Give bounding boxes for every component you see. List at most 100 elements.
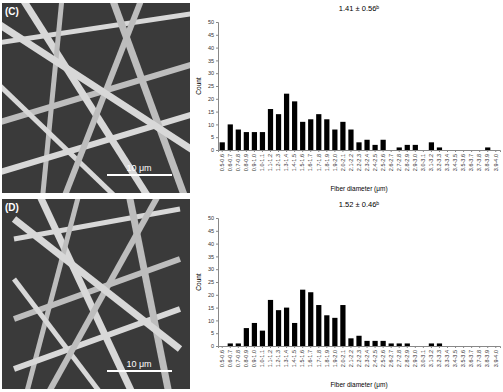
- fibre: [42, 3, 62, 193]
- x-tick-mark: [495, 150, 496, 152]
- x-tick-label: 2.8-2.9: [404, 154, 410, 171]
- y-tick-label: 40: [208, 45, 214, 51]
- bar: [228, 343, 233, 346]
- x-tick: 1.6-1.7: [307, 150, 313, 171]
- y-axis-title: Count: [195, 77, 202, 95]
- bar: [453, 150, 458, 151]
- x-tick-label: 1.2-1.3: [275, 350, 281, 367]
- x-tick-mark: [222, 150, 223, 152]
- x-tick-label: 3.0-3.1: [420, 350, 426, 367]
- bar: [397, 343, 402, 346]
- bar: [332, 130, 337, 150]
- x-tick-label: 1.9-2.0: [332, 154, 338, 171]
- x-tick-mark: [286, 346, 287, 348]
- x-tick: 1.4-1.5: [291, 346, 297, 367]
- fibre: [45, 199, 159, 389]
- x-tick: 3.2-3.3: [436, 346, 442, 367]
- bar: [268, 300, 273, 346]
- y-tick-mark: [216, 112, 218, 113]
- x-tick-label: 0.9-1.0: [251, 154, 257, 171]
- x-tick: 0.9-1.0: [251, 346, 257, 367]
- x-tick: 1.7-1.8: [316, 150, 322, 171]
- bar: [364, 140, 369, 150]
- x-tick: 2.9-3.0: [412, 150, 418, 171]
- x-tick: 2.1-2.2: [348, 150, 354, 171]
- y-tick: 35: [208, 254, 218, 260]
- bar: [493, 346, 498, 347]
- x-tick-mark: [294, 346, 295, 348]
- x-tick-label: 2.9-3.0: [412, 154, 418, 171]
- x-tick: 3.4-3.5: [452, 150, 458, 171]
- bars: [228, 290, 442, 346]
- x-tick: 3.7-3.8: [476, 150, 482, 171]
- x-tick-label: 1.1-1.2: [267, 350, 273, 367]
- y-tick-mark: [216, 86, 218, 87]
- x-tick-label: 1.8-1.9: [324, 350, 330, 367]
- x-tick-mark: [431, 150, 432, 152]
- x-tick-mark: [479, 150, 480, 152]
- x-tick-label: 3.2-3.3: [436, 154, 442, 171]
- y-tick-label: 0: [211, 147, 214, 153]
- x-tick: 2.7-2.8: [396, 346, 402, 367]
- fibre: [14, 219, 180, 349]
- bar: [453, 346, 458, 347]
- x-tick-mark: [302, 150, 303, 152]
- x-tick-label: 0.7-0.8: [235, 154, 241, 171]
- bar: [308, 292, 313, 346]
- y-tick-label: 40: [208, 241, 214, 247]
- bar: [485, 147, 490, 150]
- y-tick: 10: [208, 122, 218, 128]
- x-tick-label: 2.4-2.5: [372, 350, 378, 367]
- x-tick-label: 1.0-1.1: [259, 350, 265, 367]
- y-tick-mark: [216, 22, 218, 23]
- x-tick: 0.8-0.9: [243, 150, 249, 171]
- x-tick-mark: [310, 150, 311, 152]
- x-tick: 2.3-2.4: [364, 346, 370, 367]
- x-tick-label: 2.6-2.7: [388, 350, 394, 367]
- x-tick-mark: [334, 150, 335, 152]
- bar: [340, 305, 345, 346]
- y-tick-label: 10: [208, 122, 214, 128]
- y-tick-label: 45: [208, 32, 214, 38]
- bar: [276, 310, 281, 346]
- x-tick-label: 3.6-3.7: [468, 350, 474, 367]
- y-axis-line: [216, 219, 219, 347]
- bar: [437, 147, 442, 150]
- bar: [340, 122, 345, 150]
- x-tick-label: 0.9-1.0: [251, 350, 257, 367]
- x-tick-mark: [318, 150, 319, 152]
- bar: [421, 150, 426, 151]
- x-tick-mark: [447, 346, 448, 348]
- panel: (D)10 μm1.52 ± 0.46ᵇ05101520253035404550…: [2, 194, 501, 392]
- x-tick: 3.8-3.9: [484, 346, 490, 367]
- y-tick: 45: [208, 32, 218, 38]
- x-tick-mark: [439, 346, 440, 348]
- x-tick-mark: [367, 346, 368, 348]
- x-tick-mark: [383, 346, 384, 348]
- x-tick: 0.7-0.8: [235, 346, 241, 367]
- x-tick-label: 2.7-2.8: [396, 154, 402, 171]
- x-tick-mark: [270, 150, 271, 152]
- bar: [316, 305, 321, 346]
- x-tick: 1.5-1.6: [299, 150, 305, 171]
- y-tick: 20: [208, 292, 218, 298]
- bar: [413, 346, 418, 347]
- x-tick: 2.0-2.1: [340, 346, 346, 367]
- x-tick-label: 1.5-1.6: [299, 350, 305, 367]
- micrograph: (C)10 μm: [0, 0, 197, 203]
- x-tick-mark: [254, 346, 255, 348]
- bar: [461, 150, 466, 151]
- scale-bar: [107, 370, 172, 372]
- bar: [356, 142, 361, 150]
- x-tick-mark: [230, 346, 231, 348]
- y-tick-label: 35: [208, 254, 214, 260]
- bar: [268, 109, 273, 150]
- x-tick-mark: [391, 150, 392, 152]
- x-tick-mark: [318, 346, 319, 348]
- bar: [485, 346, 490, 347]
- x-tick-label: 2.2-2.3: [356, 154, 362, 171]
- x-tick: 3.4-3.5: [452, 346, 458, 367]
- bar: [493, 150, 498, 151]
- x-tick-label: 2.5-2.6: [380, 350, 386, 367]
- x-tick: 2.1-2.2: [348, 346, 354, 367]
